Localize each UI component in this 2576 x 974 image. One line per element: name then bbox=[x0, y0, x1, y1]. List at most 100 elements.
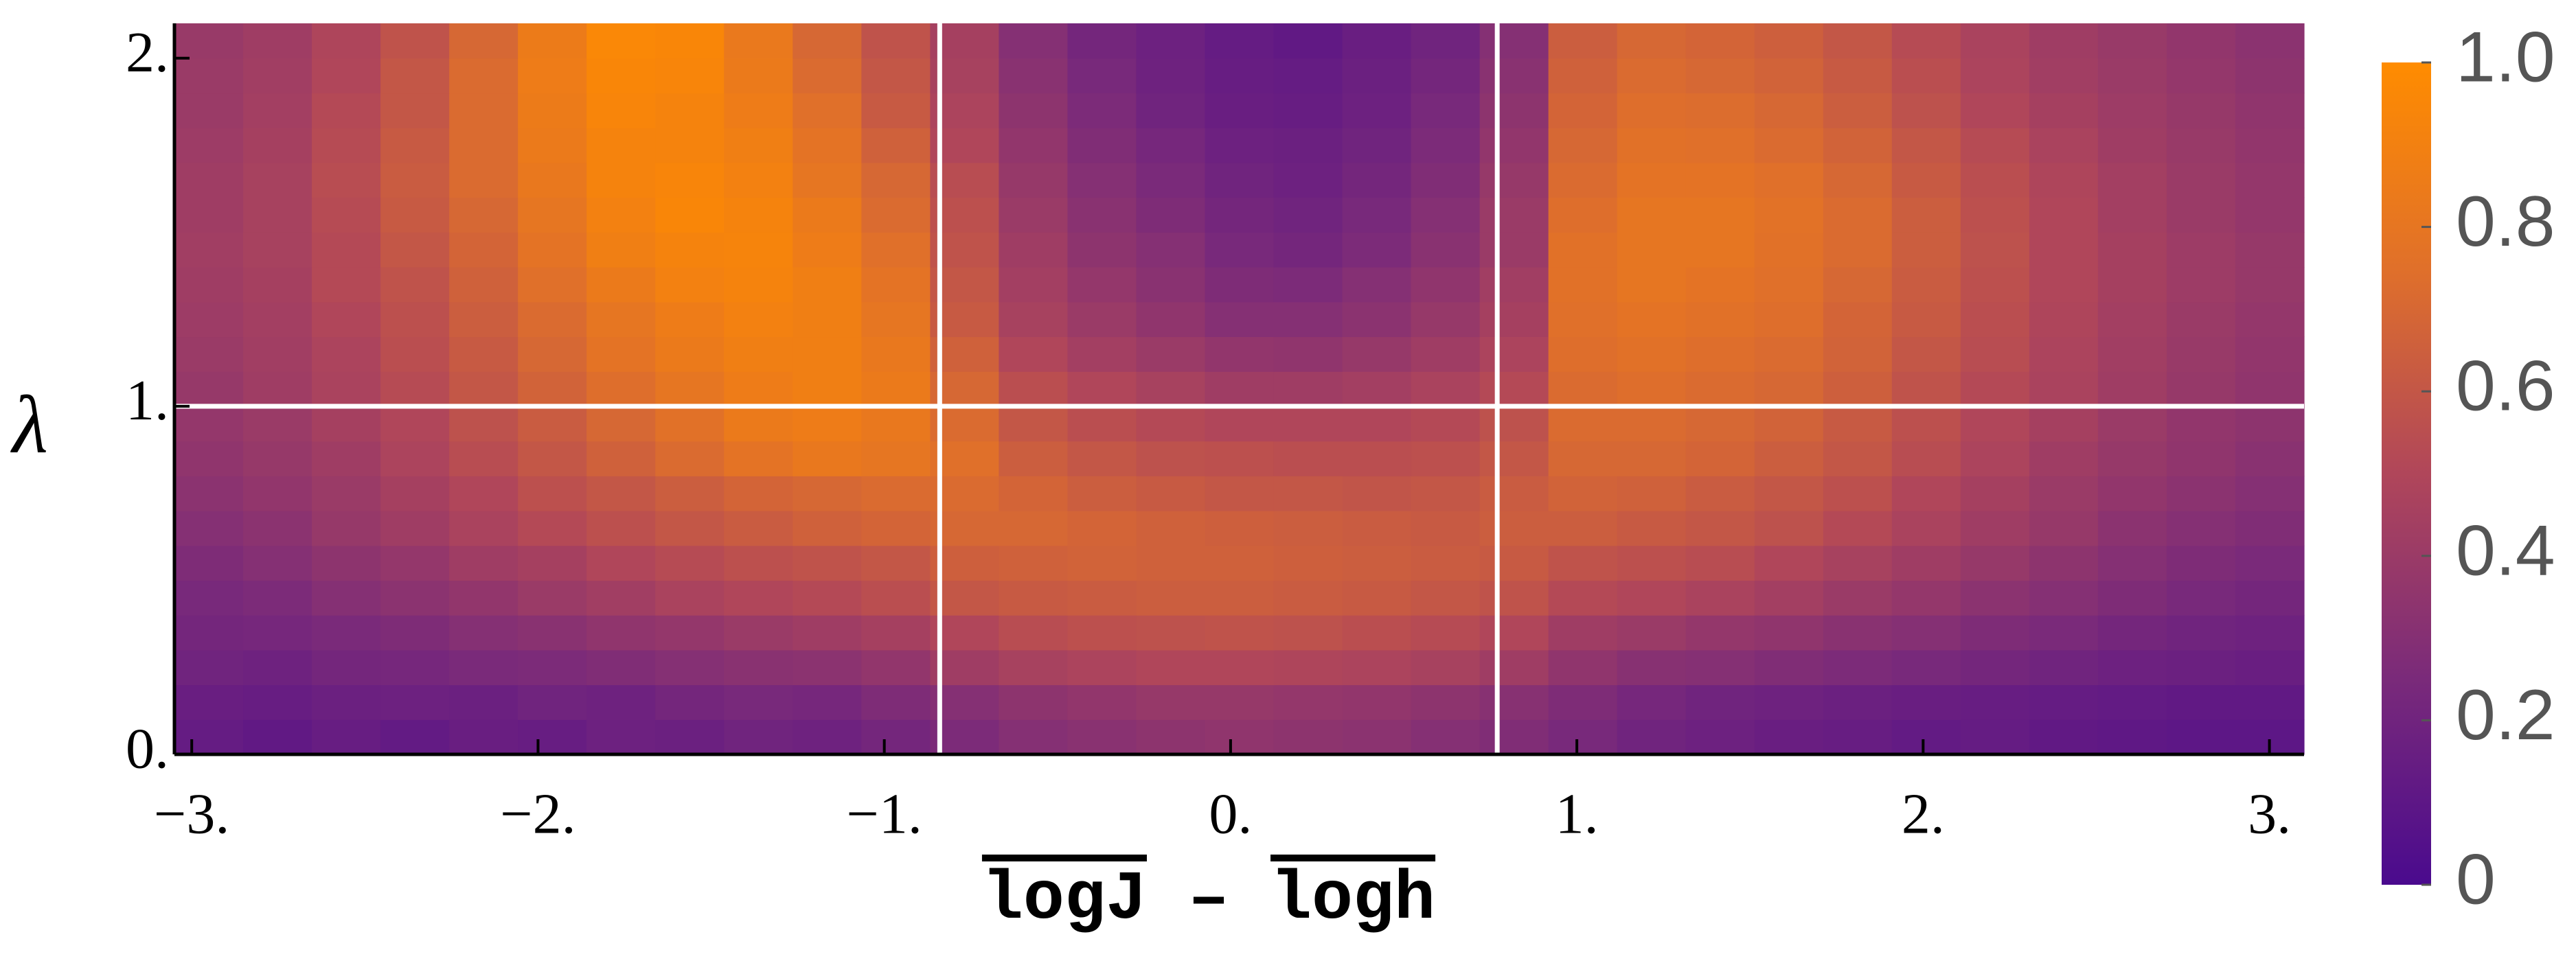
heat-cell bbox=[1067, 476, 1137, 511]
heat-cell bbox=[174, 371, 244, 407]
heat-cell bbox=[999, 197, 1069, 233]
heat-cell bbox=[1479, 93, 1549, 128]
heat-cell bbox=[1960, 93, 2030, 128]
x-tick-label: 1. bbox=[1555, 782, 1599, 846]
heat-cell bbox=[724, 441, 793, 476]
heat-cell bbox=[518, 684, 587, 720]
heat-cell bbox=[861, 511, 931, 546]
heat-cell bbox=[174, 719, 244, 755]
heat-cell bbox=[655, 128, 725, 163]
heat-cell bbox=[1205, 58, 1275, 94]
heat-cell bbox=[2097, 232, 2167, 268]
heat-cell bbox=[1891, 615, 1961, 651]
heat-cell bbox=[1960, 267, 2030, 303]
heat-cell bbox=[1754, 58, 1824, 94]
heat-cell bbox=[243, 93, 312, 128]
heat-cell bbox=[2097, 511, 2167, 546]
heat-cell bbox=[1548, 406, 1618, 442]
heat-cell bbox=[861, 58, 931, 94]
heat-cell bbox=[449, 441, 518, 476]
heat-cell bbox=[1823, 267, 1893, 303]
heat-cell bbox=[724, 23, 793, 59]
heat-cell bbox=[2097, 128, 2167, 163]
heat-cell bbox=[1548, 23, 1618, 59]
heat-cell bbox=[2029, 511, 2099, 546]
heat-cell bbox=[1273, 197, 1343, 233]
heat-cell bbox=[1685, 476, 1755, 511]
heat-cell bbox=[1685, 371, 1755, 407]
heat-cell bbox=[1823, 232, 1893, 268]
heat-cell bbox=[1479, 232, 1549, 268]
heat-cell bbox=[1067, 58, 1137, 94]
heat-cell bbox=[861, 162, 931, 198]
heat-cell bbox=[1205, 649, 1275, 686]
heat-cell bbox=[449, 232, 518, 268]
heat-cell bbox=[1067, 197, 1137, 233]
heat-cell bbox=[2166, 649, 2236, 686]
heat-cell bbox=[518, 267, 587, 303]
heat-cell bbox=[1685, 684, 1755, 720]
heat-cell bbox=[1411, 197, 1481, 233]
heat-cell bbox=[2029, 406, 2099, 442]
heat-cell bbox=[724, 301, 793, 338]
heat-cell bbox=[1273, 162, 1343, 198]
heat-cell bbox=[2166, 162, 2236, 198]
heat-cell bbox=[312, 93, 381, 128]
heat-cell bbox=[1685, 336, 1755, 372]
heat-cell bbox=[2097, 162, 2167, 198]
heat-cell bbox=[2029, 476, 2099, 511]
heat-cell bbox=[793, 545, 862, 581]
heat-cell bbox=[1754, 441, 1824, 476]
heat-cell bbox=[1891, 58, 1961, 94]
y-tick-label: 2. bbox=[126, 21, 169, 84]
heat-cell bbox=[1823, 441, 1893, 476]
heat-cell bbox=[1205, 232, 1275, 268]
heat-cell bbox=[793, 719, 862, 755]
heat-cell bbox=[2029, 93, 2099, 128]
heat-cell bbox=[2029, 301, 2099, 338]
heat-cell bbox=[243, 684, 312, 720]
heat-cell bbox=[380, 545, 450, 581]
x-label-part: logh bbox=[1270, 861, 1436, 939]
heat-cell bbox=[861, 301, 931, 338]
heat-cell bbox=[1205, 267, 1275, 303]
heat-cell bbox=[724, 128, 793, 163]
heat-cell bbox=[2166, 128, 2236, 163]
heat-cell bbox=[2235, 93, 2305, 128]
heat-cell bbox=[1891, 684, 1961, 720]
heat-cell bbox=[1685, 441, 1755, 476]
heat-cell bbox=[655, 511, 725, 546]
heat-cell bbox=[1548, 162, 1618, 198]
heat-cell bbox=[518, 476, 587, 511]
heat-cell bbox=[1685, 406, 1755, 442]
heat-cell bbox=[1273, 649, 1343, 686]
heat-cell bbox=[174, 545, 244, 581]
heat-cell bbox=[1754, 371, 1824, 407]
heat-cell bbox=[1479, 301, 1549, 338]
heat-cell bbox=[449, 511, 518, 546]
heat-cell bbox=[2235, 23, 2305, 59]
heat-cell bbox=[1617, 336, 1687, 372]
heat-cell bbox=[655, 301, 725, 338]
heat-cell bbox=[312, 649, 381, 686]
heat-cell bbox=[1136, 336, 1206, 372]
heat-cell bbox=[1136, 719, 1206, 755]
heat-cell bbox=[1891, 336, 1961, 372]
heat-cell bbox=[999, 476, 1069, 511]
heat-cell bbox=[1342, 336, 1412, 372]
heat-cell bbox=[2097, 23, 2167, 59]
heat-cell bbox=[1411, 93, 1481, 128]
heat-cell bbox=[1754, 615, 1824, 651]
heat-cell bbox=[793, 511, 862, 546]
heat-cell bbox=[1411, 649, 1481, 686]
heat-cell bbox=[2029, 128, 2099, 163]
heat-cell bbox=[861, 615, 931, 651]
heat-cell bbox=[1548, 93, 1618, 128]
heat-cell bbox=[1067, 301, 1137, 338]
heat-cell bbox=[586, 23, 656, 59]
heat-cell bbox=[1685, 301, 1755, 338]
heat-cell bbox=[1479, 406, 1549, 442]
heat-cell bbox=[380, 580, 450, 616]
heat-cell bbox=[1067, 719, 1137, 755]
heat-cell bbox=[861, 649, 931, 686]
